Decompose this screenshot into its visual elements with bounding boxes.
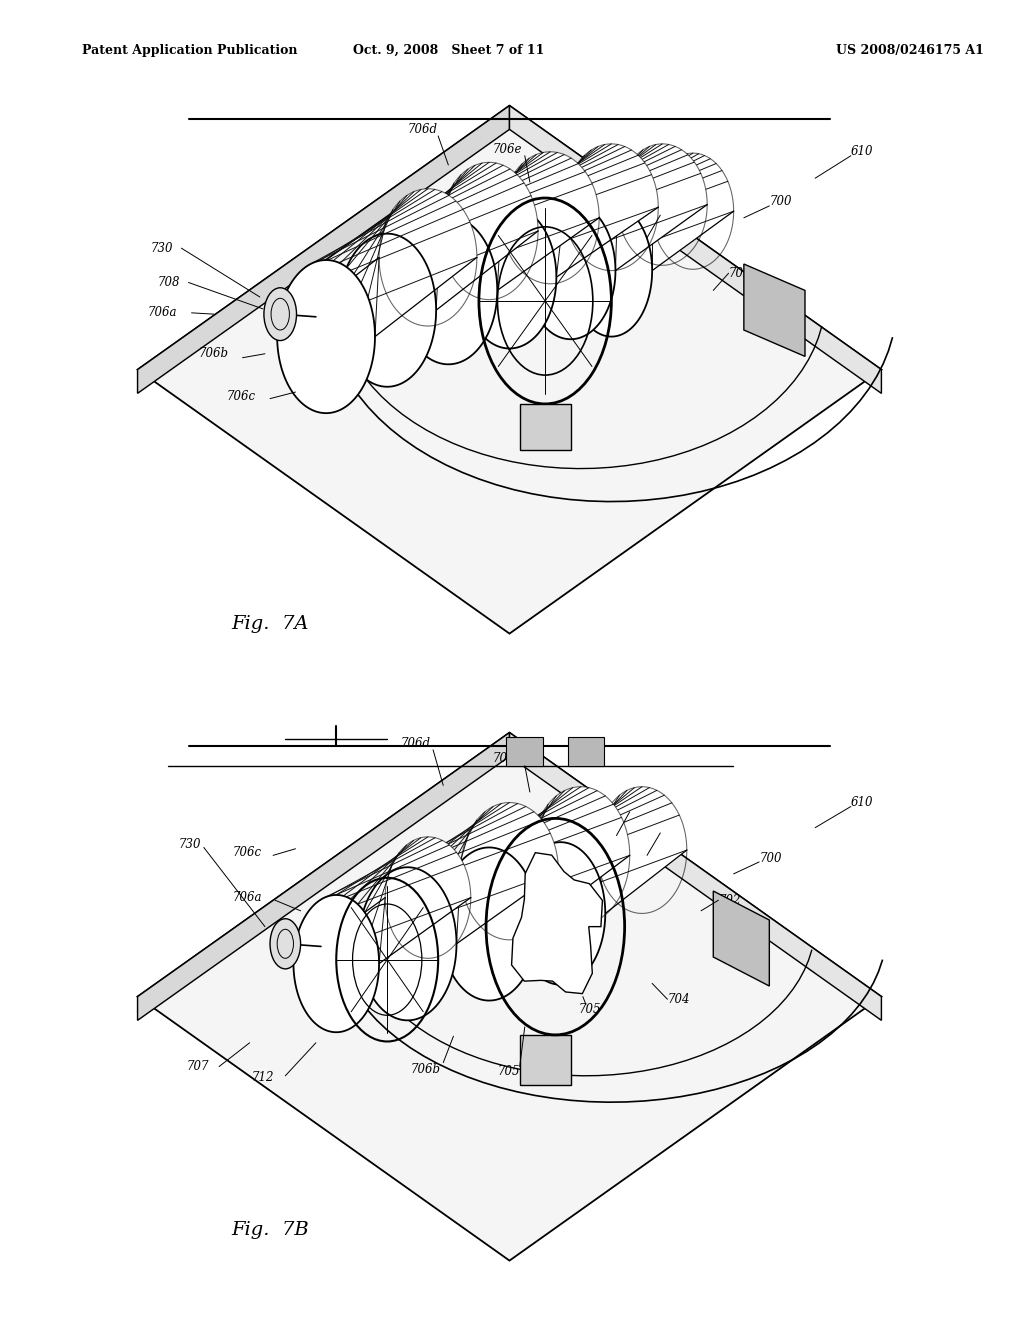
Polygon shape (463, 144, 658, 277)
Polygon shape (358, 867, 457, 1020)
Polygon shape (440, 787, 630, 924)
Polygon shape (137, 106, 510, 393)
Text: 706f: 706f (630, 801, 656, 814)
Polygon shape (519, 1035, 570, 1085)
Text: 706c: 706c (226, 389, 255, 403)
Text: 700: 700 (759, 851, 781, 865)
Polygon shape (399, 152, 599, 290)
Polygon shape (510, 733, 882, 1020)
Text: 700: 700 (769, 195, 792, 209)
Polygon shape (338, 162, 538, 310)
Polygon shape (516, 842, 605, 985)
Polygon shape (743, 264, 805, 356)
Text: Patent Application Publication: Patent Application Publication (82, 44, 297, 57)
Text: 702: 702 (719, 894, 741, 907)
Polygon shape (278, 260, 375, 413)
Text: 610: 610 (851, 145, 873, 158)
Polygon shape (137, 733, 510, 1020)
Polygon shape (519, 404, 570, 450)
Polygon shape (399, 216, 498, 364)
Text: 705: 705 (498, 1065, 520, 1078)
Polygon shape (525, 144, 708, 271)
Text: 702: 702 (728, 267, 751, 280)
Text: 721: 721 (660, 822, 683, 836)
Polygon shape (440, 847, 538, 1001)
Polygon shape (358, 803, 558, 944)
Text: 706a: 706a (147, 306, 177, 319)
Text: 706d: 706d (400, 737, 431, 750)
Polygon shape (570, 205, 652, 337)
Polygon shape (278, 189, 477, 337)
Polygon shape (463, 206, 556, 348)
Text: 708: 708 (158, 276, 180, 289)
Text: 706b: 706b (199, 347, 228, 360)
Polygon shape (294, 837, 471, 964)
Text: 712: 712 (252, 1071, 274, 1084)
Text: 706e: 706e (493, 752, 522, 766)
Polygon shape (137, 733, 882, 1261)
Ellipse shape (264, 288, 297, 341)
Text: Fig.  7B: Fig. 7B (231, 1221, 309, 1239)
Polygon shape (338, 234, 436, 387)
Polygon shape (714, 891, 769, 986)
Ellipse shape (270, 919, 301, 969)
Polygon shape (512, 853, 602, 994)
Text: 706d: 706d (408, 123, 438, 136)
Polygon shape (525, 202, 615, 339)
Text: 704: 704 (668, 993, 690, 1006)
Polygon shape (570, 153, 733, 271)
Text: 705: 705 (579, 1003, 601, 1016)
Polygon shape (567, 737, 604, 766)
Text: 730: 730 (178, 838, 201, 851)
Polygon shape (507, 737, 543, 766)
Text: Fig.  7A: Fig. 7A (231, 615, 309, 634)
Text: 706e: 706e (493, 143, 522, 156)
Text: 706a: 706a (232, 891, 262, 904)
Text: 706f: 706f (660, 205, 687, 218)
Text: 706c: 706c (232, 846, 261, 859)
Text: Oct. 9, 2008   Sheet 7 of 11: Oct. 9, 2008 Sheet 7 of 11 (352, 44, 544, 57)
Text: 706b: 706b (411, 1063, 441, 1076)
Polygon shape (516, 787, 687, 913)
Text: 730: 730 (151, 242, 173, 255)
Polygon shape (137, 106, 882, 634)
Text: 610: 610 (851, 796, 873, 809)
Polygon shape (510, 106, 882, 393)
Text: US 2008/0246175 A1: US 2008/0246175 A1 (836, 44, 983, 57)
Polygon shape (294, 895, 379, 1032)
Text: 707: 707 (186, 1060, 209, 1073)
